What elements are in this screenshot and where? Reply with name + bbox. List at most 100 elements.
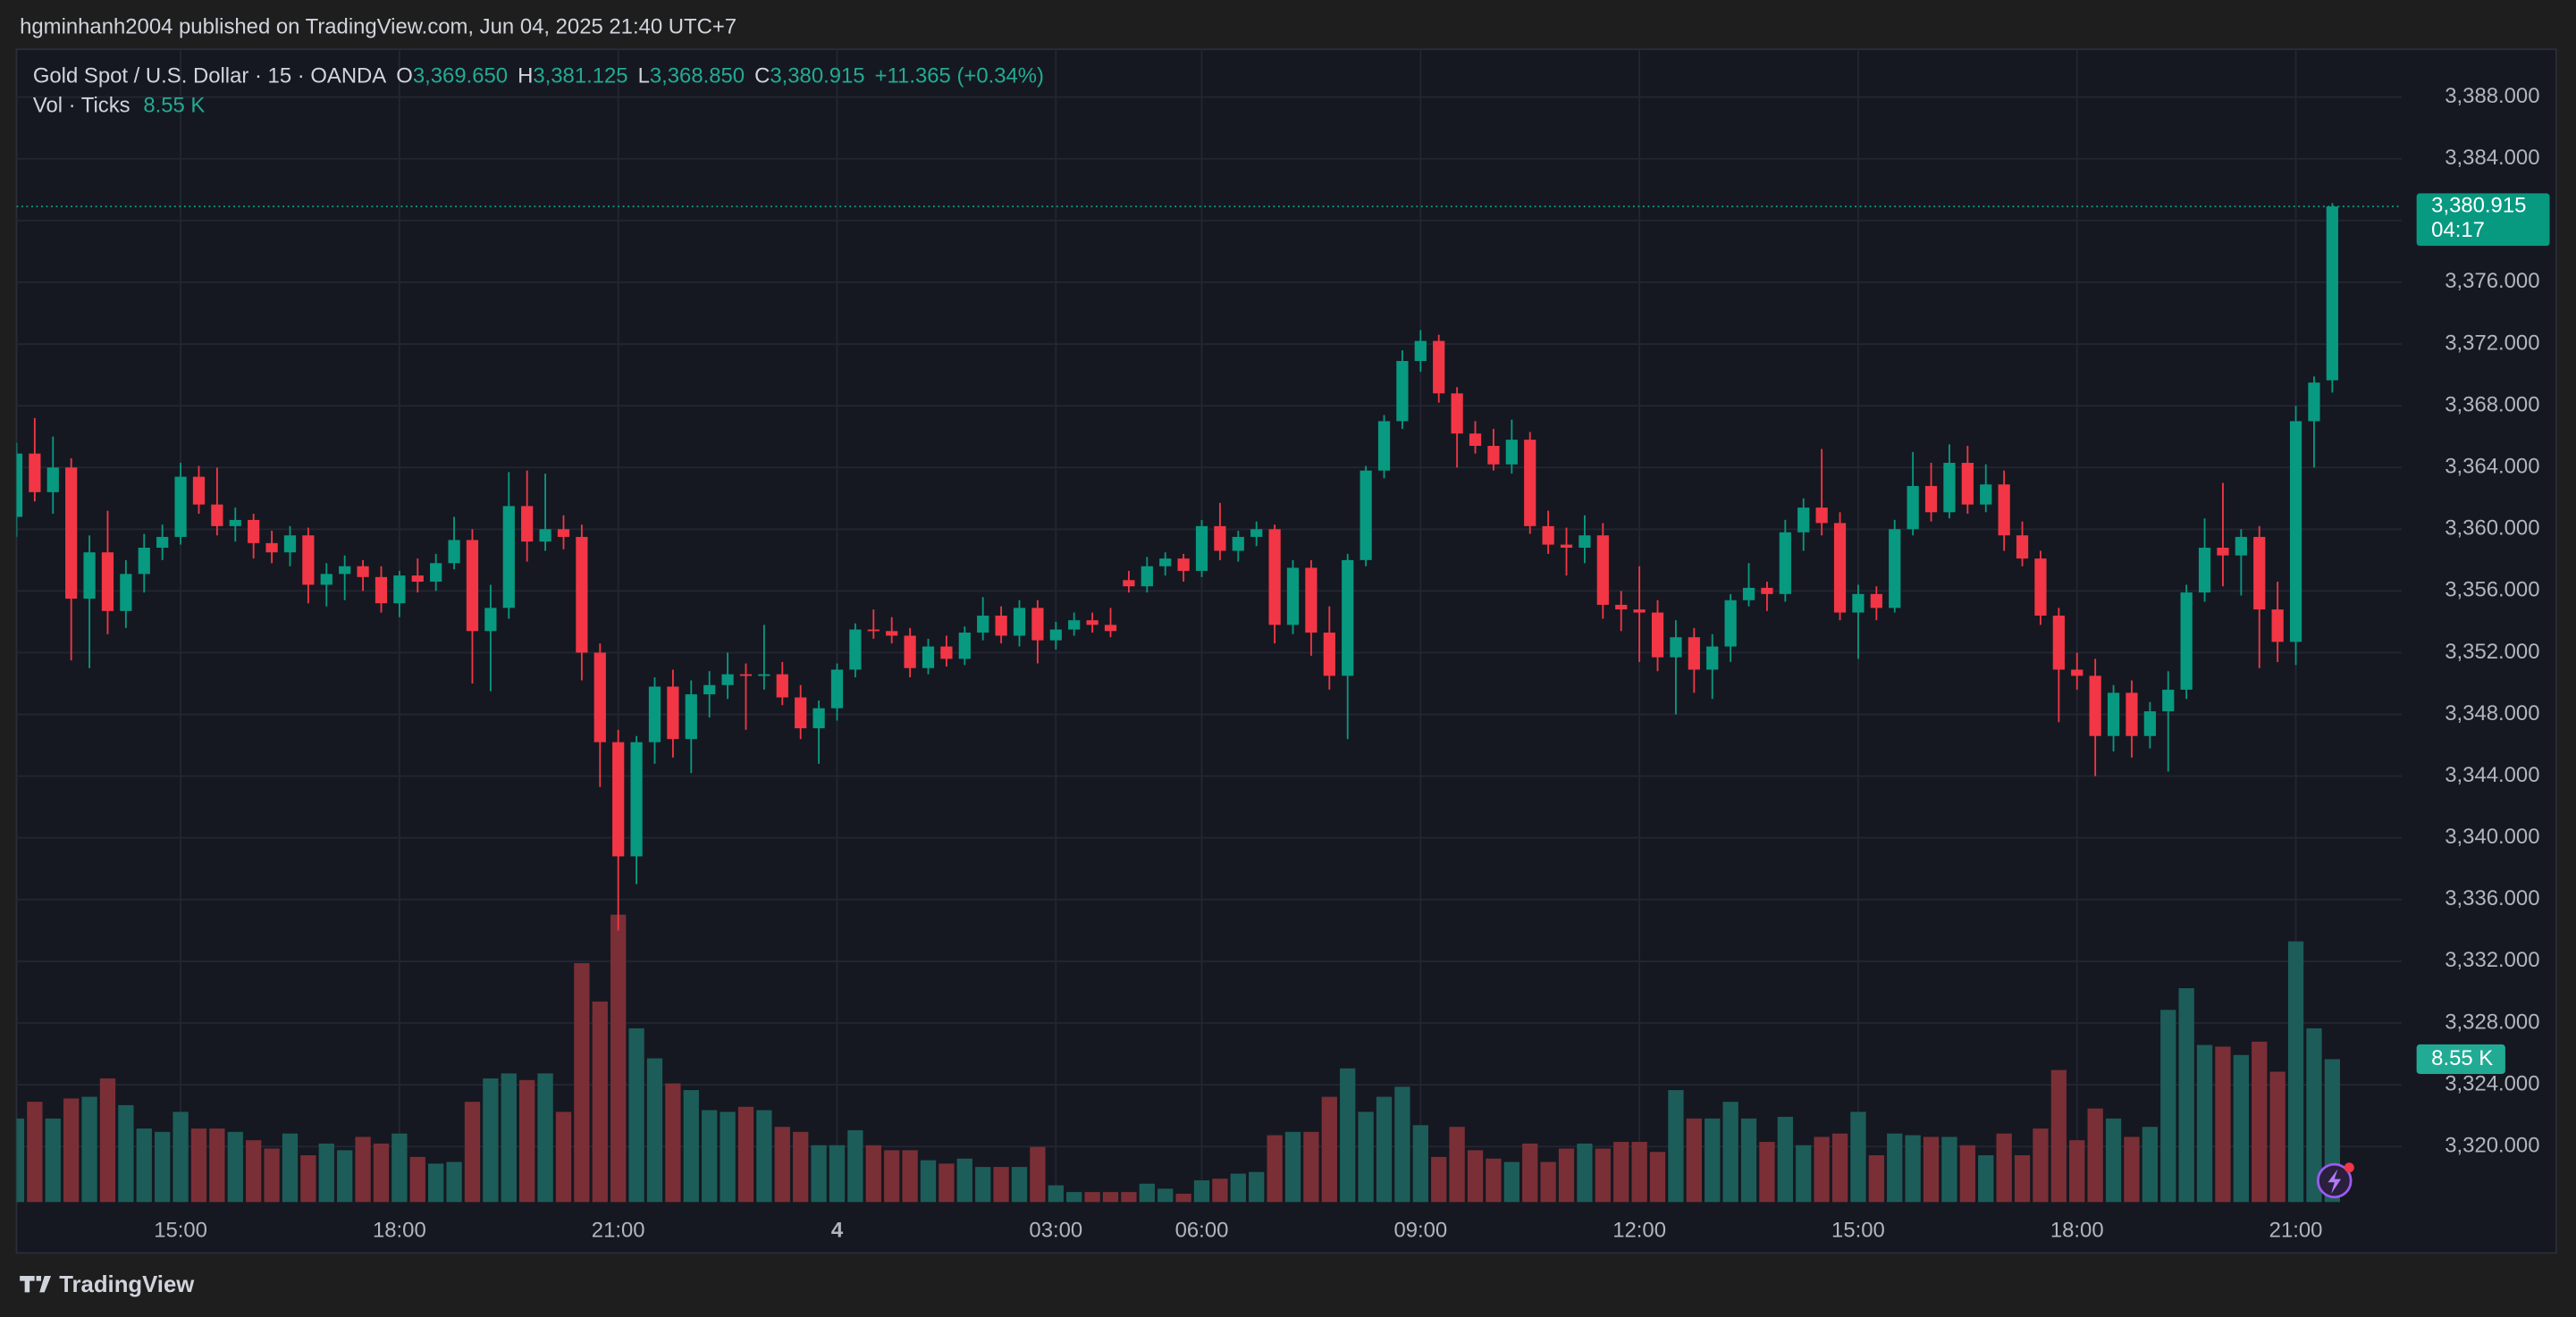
candle-body xyxy=(1414,340,1427,362)
candle-body xyxy=(1779,532,1791,594)
candle-body xyxy=(375,576,388,604)
y-tick-label: 3,364.000 xyxy=(2445,455,2539,479)
candle-body xyxy=(703,684,716,695)
volume-bar xyxy=(592,1001,608,1203)
volume-bar xyxy=(2142,1127,2158,1203)
volume-bar xyxy=(1121,1192,1137,1203)
volume-bar xyxy=(391,1133,408,1203)
candle-body xyxy=(1232,536,1244,551)
volume-bar xyxy=(1449,1127,1465,1203)
volume-bar xyxy=(1831,1133,1848,1203)
candle-body xyxy=(576,536,588,653)
candle-body xyxy=(557,529,570,537)
candle-body xyxy=(211,504,223,526)
candle-body xyxy=(1961,463,1974,505)
volume-bar xyxy=(920,1160,937,1203)
volume-bar xyxy=(1066,1192,1082,1203)
volume-bar xyxy=(2178,987,2194,1203)
ohlc-key: L xyxy=(638,64,650,88)
candle-body xyxy=(1688,637,1700,670)
candle-body xyxy=(1195,525,1208,571)
candle-body xyxy=(1596,535,1609,605)
x-tick-label: 21:00 xyxy=(592,1219,645,1243)
volume-bar xyxy=(811,1145,827,1203)
candle-body xyxy=(339,566,351,575)
volume-bar xyxy=(16,1118,25,1203)
candle-body xyxy=(1706,646,1719,670)
y-tick-label: 3,332.000 xyxy=(2445,948,2539,972)
chart-panel xyxy=(15,48,2557,1254)
y-tick-label: 3,324.000 xyxy=(2445,1071,2539,1095)
candle-body xyxy=(1377,421,1391,471)
candle-body xyxy=(1578,535,1591,549)
publisher: hgminhanh2004 published on TradingView.c… xyxy=(20,15,737,39)
volume-bar xyxy=(209,1128,225,1203)
candle-body xyxy=(1268,529,1281,625)
candle-body xyxy=(1086,620,1099,625)
candle-body xyxy=(1852,593,1865,613)
volume-bar xyxy=(1558,1148,1575,1203)
volume-bar xyxy=(1577,1143,1593,1203)
volume-bar xyxy=(1978,1154,1994,1203)
y-tick-label: 3,352.000 xyxy=(2445,640,2539,664)
candle-body xyxy=(46,467,59,492)
volume-bar xyxy=(1686,1118,1702,1203)
candle-body xyxy=(1141,566,1153,587)
candle-body xyxy=(2198,548,2211,593)
volume-bar xyxy=(2287,941,2304,1203)
volume-bar xyxy=(2306,1028,2322,1203)
y-tick-label: 3,344.000 xyxy=(2445,763,2539,787)
volume-bar xyxy=(1759,1142,1775,1203)
ohlc-key: O xyxy=(396,64,413,88)
volume-bar xyxy=(1503,1162,1520,1203)
candle-body xyxy=(393,575,406,604)
candle-body xyxy=(1742,587,1755,600)
candle-body xyxy=(1524,440,1536,526)
volume-bar xyxy=(993,1167,1009,1203)
volume-bar xyxy=(118,1104,134,1203)
volume-bar xyxy=(227,1131,243,1203)
candle-body xyxy=(776,674,788,698)
volume-bar xyxy=(155,1131,171,1203)
volume-bar xyxy=(190,1128,207,1203)
volume-bar xyxy=(501,1073,517,1203)
y-tick-label: 3,376.000 xyxy=(2445,269,2539,293)
candle-body xyxy=(1360,470,1372,560)
volume-pane xyxy=(16,914,2340,1203)
candle-body xyxy=(229,519,241,526)
volume-bar xyxy=(173,1111,189,1203)
candle-body xyxy=(2143,711,2156,736)
candle-body xyxy=(1469,433,1482,447)
candle-body xyxy=(2308,382,2320,422)
volume-bar xyxy=(975,1167,991,1203)
volume-bar xyxy=(1887,1133,1903,1203)
candle-body xyxy=(65,467,78,600)
candle-body xyxy=(2289,421,2302,642)
volume-bar xyxy=(1230,1173,1246,1203)
volume-bar xyxy=(555,1111,572,1203)
candle-body xyxy=(940,646,953,659)
volume-bar xyxy=(574,962,590,1203)
x-tick-label: 06:00 xyxy=(1175,1219,1229,1243)
volume-bar xyxy=(2269,1071,2286,1203)
candle-body xyxy=(29,453,41,492)
candle-body xyxy=(1943,463,1956,513)
volume-bar xyxy=(939,1163,955,1203)
y-tick-label: 3,388.000 xyxy=(2445,84,2539,108)
volume-label: 8.55 K xyxy=(2431,1046,2493,1070)
volume-value: 8.55 K xyxy=(143,94,205,118)
candle-body xyxy=(1797,508,1810,533)
candle-body xyxy=(795,697,807,729)
candle-body xyxy=(2217,548,2229,556)
ohlc: O3,369.650 H3,381.125 L3,368.850 C3,380.915… xyxy=(396,64,1044,88)
volume-bar xyxy=(756,1110,772,1203)
volume-bar xyxy=(519,1079,535,1203)
candle-body xyxy=(667,686,679,740)
ohlc-value: 3,381.125 xyxy=(533,64,627,88)
logo-mark xyxy=(20,1276,52,1293)
volume-bar xyxy=(1595,1148,1611,1203)
volume-bar xyxy=(1084,1192,1100,1203)
volume-bar xyxy=(1431,1156,1447,1203)
volume-bar xyxy=(318,1143,334,1203)
volume-bar xyxy=(720,1111,736,1203)
